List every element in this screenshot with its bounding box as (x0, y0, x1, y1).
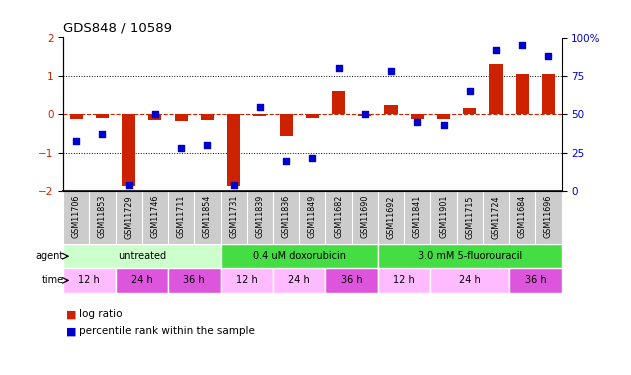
Point (386, 68, 396, 74)
Text: GSM11901: GSM11901 (439, 195, 448, 238)
Bar (69, 114, 83, 119)
Text: GSM11706: GSM11706 (72, 195, 81, 238)
Text: percentile rank within the sample: percentile rank within the sample (79, 326, 255, 336)
Bar (332, 92, 345, 114)
Bar (168, 268, 220, 292)
Point (124, 182, 134, 188)
Bar (326, 268, 378, 292)
Point (150, 111, 160, 117)
Bar (63, 268, 115, 292)
Point (71, 138, 81, 144)
Point (176, 145, 186, 151)
Bar (463, 108, 476, 114)
Bar (509, 268, 562, 292)
Text: 12 h: 12 h (78, 275, 100, 285)
Point (517, 42, 528, 48)
Text: 36 h: 36 h (524, 275, 546, 285)
Bar (115, 268, 168, 292)
Text: log ratio: log ratio (79, 309, 122, 320)
Text: 12 h: 12 h (236, 275, 257, 285)
Bar (358, 114, 372, 116)
Text: 0.4 uM doxorubicin: 0.4 uM doxorubicin (253, 251, 346, 261)
Text: GSM11711: GSM11711 (177, 195, 186, 238)
Bar (175, 114, 188, 122)
Bar (201, 114, 214, 120)
Point (360, 111, 370, 117)
Text: 24 h: 24 h (288, 275, 310, 285)
Text: 36 h: 36 h (341, 275, 363, 285)
Bar (378, 244, 562, 268)
Bar (63, 244, 220, 268)
Point (281, 158, 291, 164)
Point (203, 142, 213, 148)
Text: GSM11690: GSM11690 (360, 195, 369, 238)
Text: untreated: untreated (118, 251, 166, 261)
Text: ■: ■ (66, 309, 77, 320)
Bar (378, 268, 430, 292)
Point (334, 65, 344, 71)
Text: GSM11692: GSM11692 (387, 195, 396, 238)
Text: agent: agent (35, 251, 64, 261)
Text: 36 h: 36 h (184, 275, 205, 285)
Text: 3.0 mM 5-fluorouracil: 3.0 mM 5-fluorouracil (418, 251, 522, 261)
Text: GSM11682: GSM11682 (334, 195, 343, 238)
Text: GSM11731: GSM11731 (229, 195, 238, 238)
Point (255, 104, 265, 110)
Bar (542, 74, 555, 114)
Text: GSM11841: GSM11841 (413, 195, 422, 238)
Text: GSM11849: GSM11849 (308, 195, 317, 238)
Text: GSM11724: GSM11724 (492, 195, 500, 238)
Text: GSM11853: GSM11853 (98, 195, 107, 238)
Text: 24 h: 24 h (131, 275, 153, 285)
Bar (122, 114, 135, 186)
Bar (227, 114, 240, 186)
Point (464, 88, 475, 94)
Text: 24 h: 24 h (459, 275, 481, 285)
Bar (384, 105, 398, 114)
Bar (411, 114, 424, 119)
Text: GSM11729: GSM11729 (124, 195, 133, 239)
Text: GSM11854: GSM11854 (203, 195, 212, 238)
Bar (96, 114, 109, 117)
Bar (253, 114, 266, 116)
Point (307, 154, 317, 160)
Bar (306, 114, 319, 117)
Point (412, 119, 422, 125)
Text: 12 h: 12 h (393, 275, 415, 285)
Point (97, 132, 107, 138)
Text: GSM11836: GSM11836 (281, 195, 291, 238)
Point (491, 47, 501, 53)
Bar (148, 114, 162, 120)
Bar (280, 114, 293, 136)
Text: GSM11715: GSM11715 (465, 195, 475, 238)
Text: GSM11746: GSM11746 (150, 195, 160, 238)
Bar (437, 114, 450, 119)
Text: GDS848 / 10589: GDS848 / 10589 (63, 22, 172, 35)
Text: ■: ■ (66, 326, 77, 336)
Bar (273, 268, 326, 292)
Point (543, 53, 553, 59)
Text: GSM11839: GSM11839 (256, 195, 264, 238)
Point (228, 182, 239, 188)
Point (439, 122, 449, 128)
Text: GSM11696: GSM11696 (544, 195, 553, 238)
Bar (220, 268, 273, 292)
Text: GSM11684: GSM11684 (518, 195, 527, 238)
Bar (490, 64, 502, 114)
Bar (516, 74, 529, 114)
Text: time: time (42, 275, 64, 285)
Bar (430, 268, 509, 292)
Bar (220, 244, 378, 268)
